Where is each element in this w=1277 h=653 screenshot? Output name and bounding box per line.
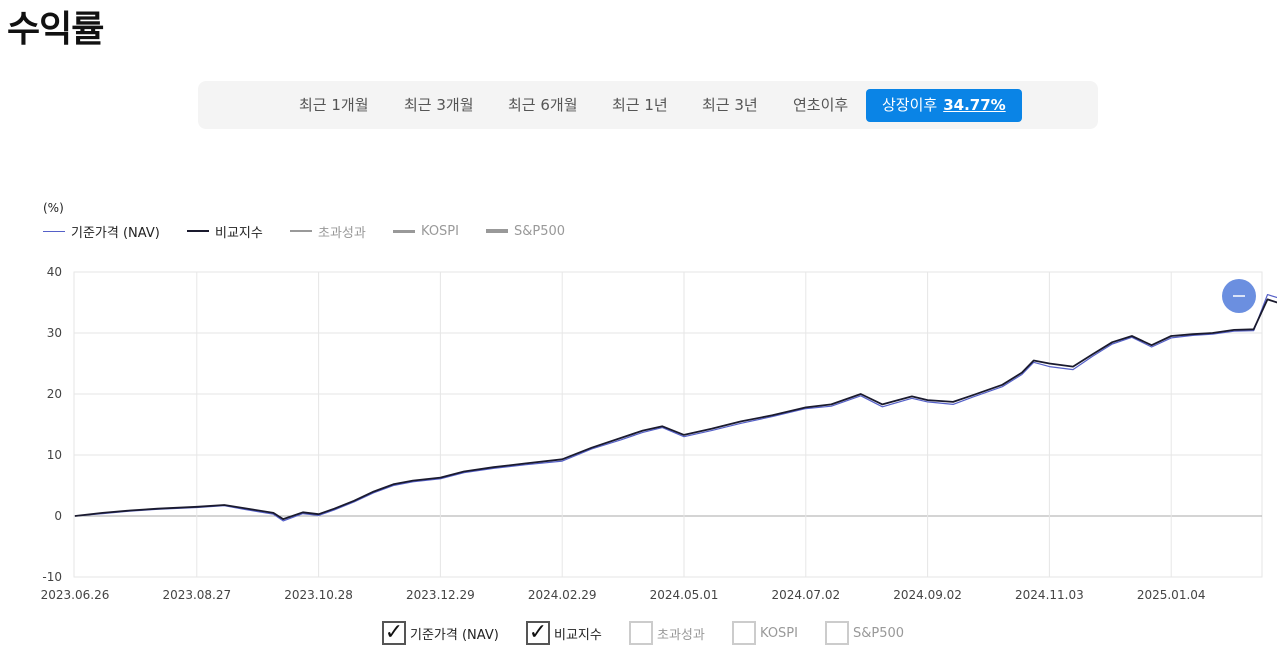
toggle-excess[interactable]: ✓ 초과성과 <box>629 619 705 647</box>
x-tick-label: 2023.10.28 <box>284 588 353 602</box>
legend-swatch-benchmark <box>187 230 209 232</box>
toggle-label-benchmark: 비교지수 <box>554 627 602 643</box>
nav-line <box>74 293 1277 522</box>
tab-since-inception[interactable]: 상장이후 34.77% <box>866 89 1022 122</box>
legend-label-excess: 초과성과 <box>318 225 366 241</box>
legend-swatch-excess <box>290 230 312 232</box>
toggle-kospi[interactable]: ✓ KOSPI <box>732 619 798 647</box>
toggle-label-nav: 기준가격 (NAV) <box>410 627 499 643</box>
x-tick-label: 2023.12.29 <box>406 588 475 602</box>
legend-label-benchmark: 비교지수 <box>215 225 263 241</box>
since-inception-return: 34.77% <box>943 96 1006 114</box>
legend-item-kospi[interactable]: KOSPI <box>393 222 459 240</box>
legend-item-nav[interactable]: 기준가격 (NAV) <box>43 222 160 241</box>
toggle-nav[interactable]: ✓ 기준가격 (NAV) <box>382 619 499 647</box>
legend-item-sp500[interactable]: S&P500 <box>486 222 565 240</box>
y-tick-label: 10 <box>47 448 62 462</box>
unit-label: (%) <box>43 201 64 215</box>
legend-item-benchmark[interactable]: 비교지수 <box>187 222 263 241</box>
x-tick-label: 2024.02.29 <box>528 588 597 602</box>
toggle-benchmark[interactable]: ✓ 비교지수 <box>526 619 602 647</box>
tab-1-month[interactable]: 최근 1개월 <box>299 96 369 114</box>
checkbox-kospi[interactable]: ✓ <box>732 621 756 645</box>
legend-label-sp500: S&P500 <box>514 223 566 239</box>
y-tick-label: -10 <box>42 570 62 584</box>
y-tick-label: 0 <box>54 509 62 523</box>
x-tick-label: 2024.07.02 <box>771 588 840 602</box>
y-tick-label: 30 <box>47 326 62 340</box>
legend-label-nav: 기준가격 (NAV) <box>71 225 160 241</box>
legend-label-kospi: KOSPI <box>421 223 459 239</box>
zoom-out-button[interactable] <box>1222 279 1256 313</box>
x-tick-label: 2025.01.04 <box>1137 588 1206 602</box>
legend-swatch-sp500 <box>486 229 508 233</box>
checkbox-benchmark[interactable]: ✓ <box>526 621 550 645</box>
legend-swatch-nav <box>43 230 65 232</box>
tab-ytd[interactable]: 연초이후 <box>793 96 849 114</box>
x-tick-label: 2024.11.03 <box>1015 588 1084 602</box>
plot-frame <box>73 271 1263 578</box>
checkbox-sp500[interactable]: ✓ <box>825 621 849 645</box>
legend-item-excess[interactable]: 초과성과 <box>290 222 366 241</box>
legend-swatch-kospi <box>393 229 415 233</box>
toggle-label-kospi: KOSPI <box>760 625 798 641</box>
tab-3-months[interactable]: 최근 3개월 <box>404 96 474 114</box>
tab-3-years[interactable]: 최근 3년 <box>702 96 758 114</box>
toggle-label-excess: 초과성과 <box>657 627 705 643</box>
tab-since-inception-label: 상장이후 <box>882 96 938 114</box>
y-tick-label: 40 <box>47 265 62 279</box>
x-tick-label: 2024.09.02 <box>893 588 962 602</box>
x-tick-label: 2023.08.27 <box>162 588 231 602</box>
tab-1-year[interactable]: 최근 1년 <box>612 96 668 114</box>
x-tick-label: 2023.06.26 <box>41 588 110 602</box>
period-tabs: 최근 1개월 최근 3개월 최근 6개월 최근 1년 최근 3년 연초이후 상장… <box>198 81 1098 129</box>
tab-6-months[interactable]: 최근 6개월 <box>508 96 578 114</box>
checkbox-excess[interactable]: ✓ <box>629 621 653 645</box>
checkbox-nav[interactable]: ✓ <box>382 621 406 645</box>
page-title: 수익률 <box>7 9 104 50</box>
benchmark-line <box>74 298 1277 521</box>
x-tick-label: 2024.05.01 <box>650 588 719 602</box>
toggle-sp500[interactable]: ✓ S&P500 <box>825 619 904 647</box>
y-tick-label: 20 <box>47 387 62 401</box>
toggle-label-sp500: S&P500 <box>853 625 905 641</box>
return-chart: -10 0 10 20 30 40 2023.06.26 2023.08.27 2023.10.… <box>41 265 1277 602</box>
